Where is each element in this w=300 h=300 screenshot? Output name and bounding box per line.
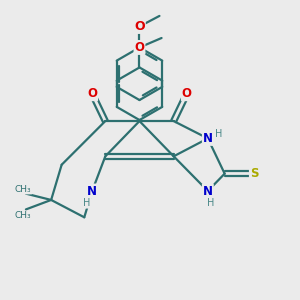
Text: O: O [87, 87, 97, 100]
Text: O: O [134, 41, 145, 54]
Text: S: S [250, 167, 258, 180]
Text: N: N [203, 132, 213, 145]
Text: CH₃: CH₃ [15, 185, 31, 194]
Text: H: H [215, 129, 222, 139]
Text: O: O [182, 87, 192, 100]
Text: N: N [87, 184, 97, 197]
Text: H: H [83, 198, 91, 208]
Text: O: O [134, 20, 145, 33]
Text: H: H [207, 198, 214, 208]
Text: CH₃: CH₃ [15, 211, 31, 220]
Text: N: N [203, 184, 213, 197]
